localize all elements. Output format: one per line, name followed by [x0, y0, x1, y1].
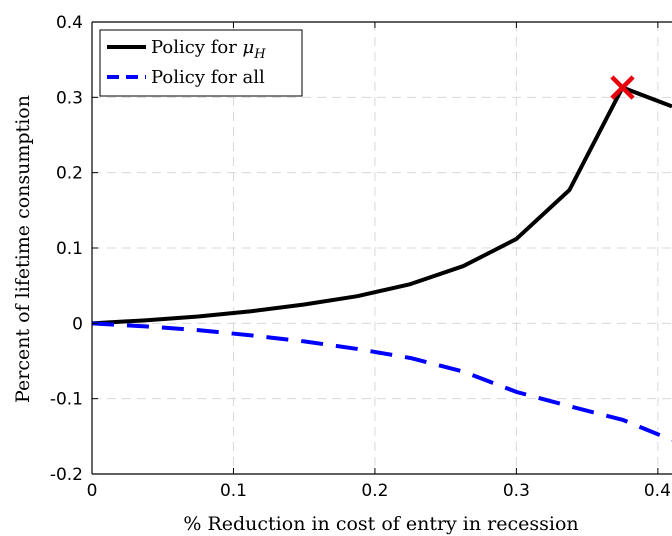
y-tick-label: 0.1	[56, 239, 83, 259]
y-tick-label: -0.1	[50, 390, 83, 410]
series-layer	[92, 85, 672, 442]
y-tick-label: 0.2	[56, 164, 83, 184]
x-tick-label: 0.4	[644, 481, 671, 501]
x-tick-label: 0.1	[220, 481, 247, 501]
axes-frame	[91, 21, 672, 475]
series-line-1	[92, 85, 672, 326]
annotation-layer	[610, 75, 635, 100]
grid-lines	[92, 22, 672, 474]
y-axis-label: Percent of lifetime consumption	[12, 95, 34, 403]
tick-labels: 0 0.1 0.2 0.3 0.4 -0.2 -0.1 0 0.1 0.2 0.3 0.4	[50, 13, 671, 501]
y-tick-label: 0.4	[56, 13, 83, 33]
series-line-2	[92, 321, 672, 442]
legend: Policy for μH Policy for all	[99, 29, 303, 97]
peak-x-marker-1	[610, 75, 635, 100]
x-tick-label: 0.2	[361, 481, 388, 501]
y-tick-label: -0.2	[50, 465, 83, 485]
legend-box	[99, 29, 303, 97]
y-tick-label: 0	[72, 314, 83, 334]
y-tick-label: 0.3	[56, 88, 83, 108]
legend-label-series-1: Policy for μH	[151, 37, 266, 62]
x-tick-label: 0.3	[503, 481, 530, 501]
x-tick-label: 0	[87, 481, 98, 501]
peak-x-marker-stroke-b	[610, 75, 635, 100]
x-axis-label: % Reduction in cost of entry in recessio…	[183, 513, 578, 535]
legend-label-series-2: Policy for all	[151, 67, 265, 88]
